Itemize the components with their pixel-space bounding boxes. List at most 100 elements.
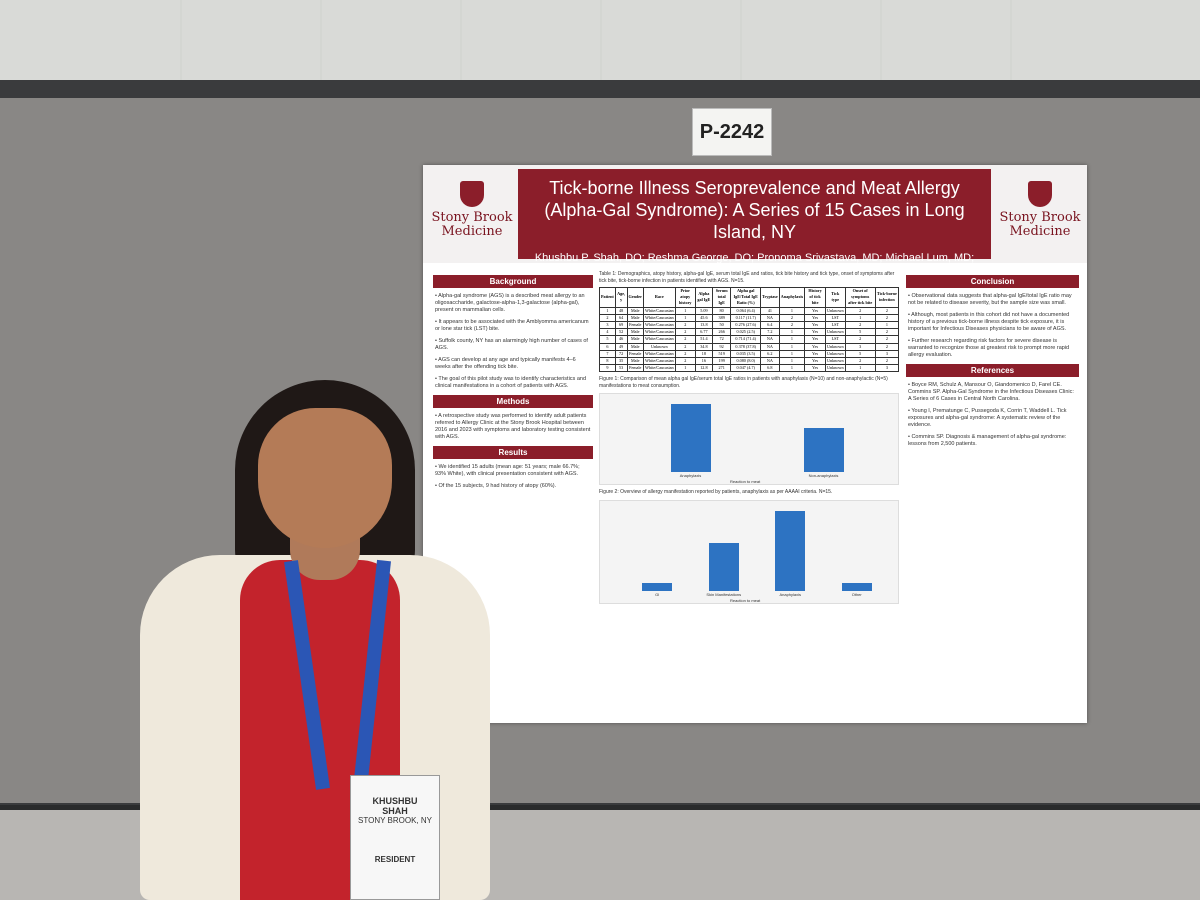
table-cell: 53 xyxy=(614,364,628,373)
paragraph: • Of the 15 subjects, 9 had history of a… xyxy=(435,483,557,489)
table-row: 8 35 Male White/Caucasian 2 16 199 0.080 (8.0) N… xyxy=(599,357,900,366)
chart-category-label: GI xyxy=(655,591,660,597)
table-row: 4 52 Male White/Caucasian 2 6.77 266 0.025 (2.5… xyxy=(599,328,900,337)
references-heading: References xyxy=(906,364,1079,377)
table-header-cell: Serum total IgE xyxy=(711,287,732,308)
table-cell: 5 xyxy=(844,349,876,359)
table-cell: LST xyxy=(825,335,846,344)
table-cell: Yes xyxy=(804,357,827,366)
table-row: 9 53 Female White/Caucasian 1 12.8 271 0.047 (4… xyxy=(599,364,900,373)
table-cell: NA xyxy=(760,342,780,351)
table-cell: 92 xyxy=(711,342,732,351)
chart-bar xyxy=(708,542,739,591)
table-header-cell: Race xyxy=(643,287,676,308)
table-cell: 49 xyxy=(614,342,628,351)
table-cell: Male xyxy=(626,342,644,351)
table-row: 2 64 Male White/Caucasian 1 45.6 389 0.117 (11.… xyxy=(599,313,900,323)
table-cell: 0.714 (71.4) xyxy=(730,335,762,344)
chart-bar xyxy=(775,510,806,591)
table-cell: White/Caucasian xyxy=(643,364,676,373)
chart-bar xyxy=(803,428,844,473)
table-cell: 46 xyxy=(614,335,628,344)
right-column: Conclusion • Observational data suggests… xyxy=(906,271,1079,453)
table-cell: NA xyxy=(760,313,780,323)
table-cell: 2 xyxy=(599,313,616,323)
table-header-cell: Alpha gal IgE/Total IgE Ratio (%) xyxy=(730,287,762,308)
logo-text-line2: Medicine xyxy=(441,224,503,239)
paragraph: • Alpha-gal syndrome (AGS) is a describe… xyxy=(435,293,585,313)
paragraph: • Although, most patients in this cohort… xyxy=(908,312,1070,332)
background-wall xyxy=(0,0,1200,82)
table-cell: 2 xyxy=(674,342,696,351)
table-cell: 80 xyxy=(711,306,732,315)
table-cell: 1 xyxy=(599,306,616,315)
table-cell: 51.4 xyxy=(694,335,713,344)
table-header-cell: Alpha gal IgE xyxy=(694,287,713,308)
table-cell: 3 xyxy=(874,349,900,359)
table-cell: 0.378 (37.8) xyxy=(730,342,762,351)
stony-brook-logo-left: Stony Brook Medicine xyxy=(427,181,517,239)
paragraph: • Boyce RM, Schulz A, Mansour O, Giandom… xyxy=(908,382,1074,402)
table-cell: 52 xyxy=(614,328,628,337)
table-cell: 12.8 xyxy=(694,364,713,373)
table-cell: 0.025 (2.5) xyxy=(730,328,762,337)
table-header-cell: Anaphylaxis xyxy=(778,287,806,308)
table-cell: 35 xyxy=(614,357,628,366)
chart-bar xyxy=(841,582,872,591)
table-cell: 2 xyxy=(844,321,876,330)
paragraph: • It appears to be associated with the A… xyxy=(435,319,589,332)
table-cell: Male xyxy=(626,313,644,323)
conclusion-text: • Observational data suggests that alpha… xyxy=(906,293,1079,359)
table-cell: Unknown xyxy=(825,306,846,315)
table-cell: Male xyxy=(626,306,644,315)
table-cell: NA xyxy=(760,357,780,366)
table-cell: 2 xyxy=(674,321,696,330)
paragraph: • Further research regarding risk factor… xyxy=(908,338,1070,358)
table-cell: 519 xyxy=(711,349,732,359)
table-cell: 0.276 (27.6) xyxy=(730,321,762,330)
table-cell: Male xyxy=(626,335,644,344)
badge-role: RESIDENT xyxy=(374,855,416,864)
table-cell: 1 xyxy=(778,328,806,337)
table-cell: White/Caucasian xyxy=(643,313,676,323)
table-cell: 389 xyxy=(711,313,732,323)
table-cell: Yes xyxy=(804,321,827,330)
table-cell: White/Caucasian xyxy=(643,306,676,315)
table-cell: LST xyxy=(825,321,846,330)
table-header-cell: Tryptase xyxy=(760,287,780,308)
background-text: • Alpha-gal syndrome (AGS) is a describe… xyxy=(433,293,593,390)
table-row: 7 72 Female White/Caucasian 2 18 519 0.035 (3.5… xyxy=(599,349,900,359)
table-cell: 2 xyxy=(874,313,900,323)
table-cell: Female xyxy=(626,349,644,359)
table-cell: 69 xyxy=(614,321,628,330)
table-header-cell: Gender xyxy=(626,287,644,308)
chart-bar xyxy=(642,582,673,591)
table-cell: 1 xyxy=(778,335,806,344)
table-cell: 2 xyxy=(874,357,900,366)
table-cell: 18 xyxy=(694,349,713,359)
badge-first-name: KHUSHBU xyxy=(372,796,418,806)
references-text: • Boyce RM, Schulz A, Mansour O, Giandom… xyxy=(906,382,1079,448)
board-number-tag: P-2242 xyxy=(692,108,772,156)
table-cell: Yes xyxy=(804,349,827,359)
table-cell: 41 xyxy=(760,306,780,315)
table-cell: 2 xyxy=(674,357,696,366)
table-cell: 2 xyxy=(674,328,696,337)
shield-icon xyxy=(460,181,484,207)
table-cell: Yes xyxy=(804,342,827,351)
table-caption: Table 1: Demographics, atopy history, al… xyxy=(599,271,895,284)
shield-icon xyxy=(1028,181,1052,207)
chart-x-axis-label: Reaction to meat xyxy=(730,479,761,485)
table-header-cell: Tick-borne infection xyxy=(874,287,900,308)
table-cell: Yes xyxy=(804,335,827,344)
chart-category-label: Non-anaphylaxis xyxy=(808,473,839,479)
table-cell: 0.064 (6.4) xyxy=(730,306,762,315)
table-cell: 6.77 xyxy=(694,328,713,337)
poster-authors: Khushbu P. Shah, DO; Reshma George, DO; … xyxy=(534,252,975,278)
table-cell: 0.035 (3.5) xyxy=(730,349,762,359)
table-cell: 45.6 xyxy=(694,313,713,323)
table-cell: White/Caucasian xyxy=(643,357,676,366)
table-cell: NA xyxy=(760,335,780,344)
table-cell: 271 xyxy=(711,364,732,373)
table-cell: 1 xyxy=(778,364,806,373)
